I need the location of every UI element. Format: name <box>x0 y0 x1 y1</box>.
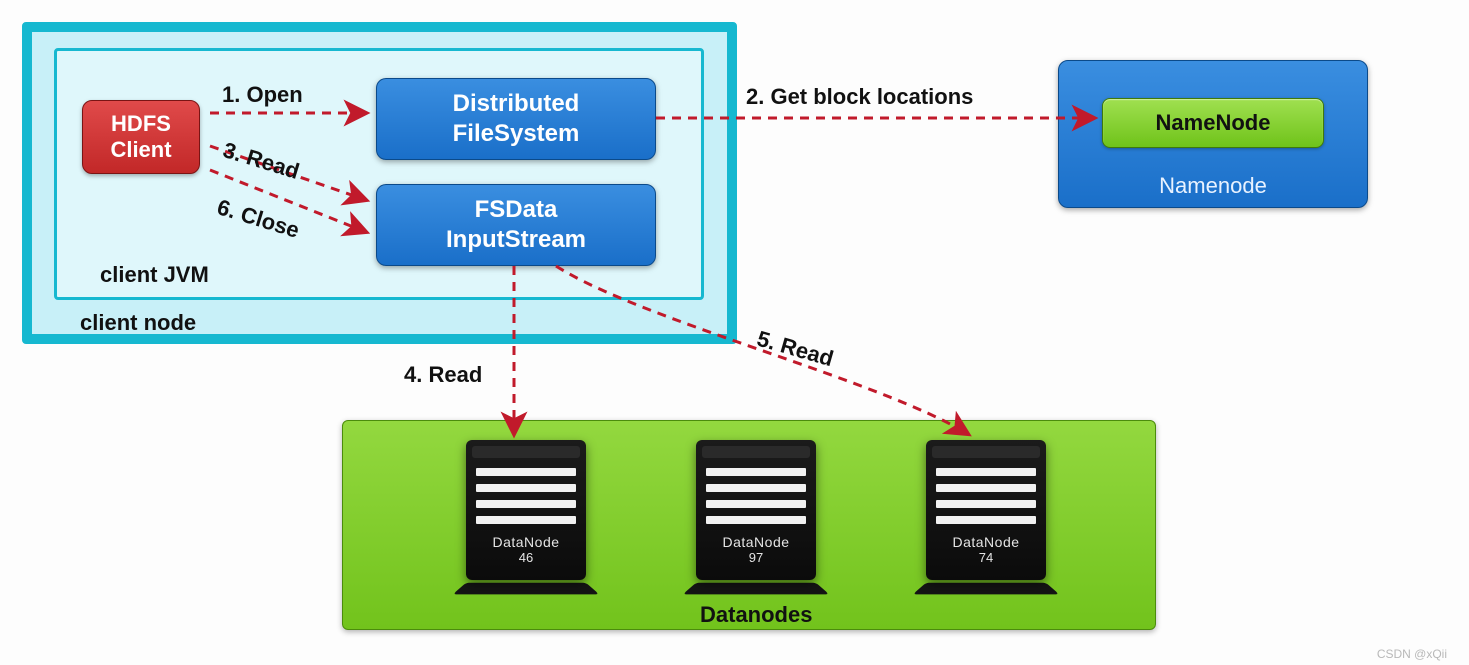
client-node-label: client node <box>80 310 196 336</box>
dn3-num: 74 <box>926 550 1046 565</box>
fsdata-inputstream-node: FSData InputStream <box>376 184 656 266</box>
dn1-num: 46 <box>466 550 586 565</box>
datanode-server-1: DataNode 46 <box>466 440 586 595</box>
hdfs-client-label: HDFS Client <box>110 111 171 164</box>
namenode-node: NameNode <box>1102 98 1324 148</box>
client-jvm-label: client JVM <box>100 262 209 288</box>
hdfs-client-node: HDFS Client <box>82 100 200 174</box>
edge-label-2: 2. Get block locations <box>746 84 973 110</box>
edge-label-4: 4. Read <box>404 362 482 388</box>
dn3-label: DataNode <box>926 534 1046 550</box>
datanodes-caption: Datanodes <box>700 602 812 628</box>
datanode-server-3: DataNode 74 <box>926 440 1046 595</box>
namenode-label: NameNode <box>1156 110 1271 136</box>
edge-label-5: 5. Read <box>754 326 836 373</box>
dn1-label: DataNode <box>466 534 586 550</box>
namenode-caption: Namenode <box>1059 173 1367 199</box>
datanode-server-2: DataNode 97 <box>696 440 816 595</box>
distributed-filesystem-node: Distributed FileSystem <box>376 78 656 160</box>
dn2-label: DataNode <box>696 534 816 550</box>
dfs-label: Distributed FileSystem <box>453 89 580 149</box>
dn2-num: 97 <box>696 550 816 565</box>
diagram-stage: client node client JVM HDFS Client Distr… <box>0 0 1469 665</box>
edge-label-1: 1. Open <box>222 82 303 108</box>
watermark: CSDN @xQii <box>1377 647 1447 661</box>
fsdata-label: FSData InputStream <box>446 195 586 255</box>
